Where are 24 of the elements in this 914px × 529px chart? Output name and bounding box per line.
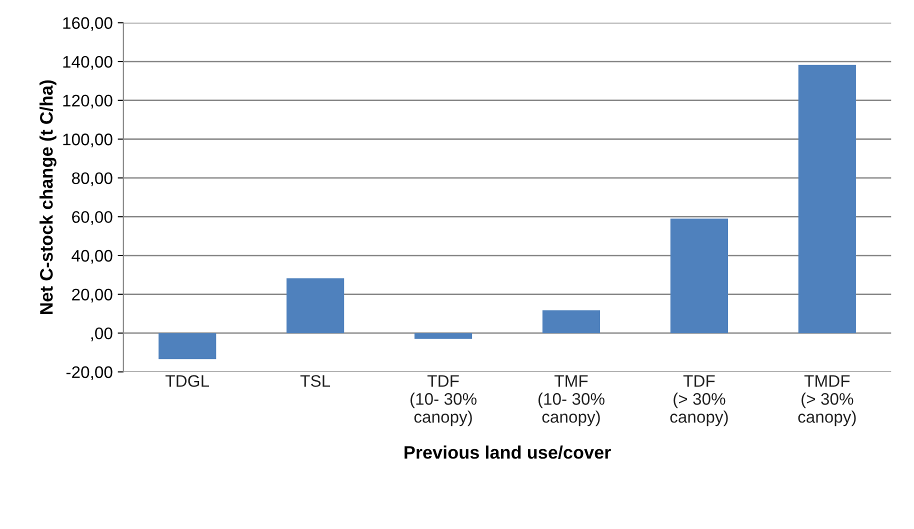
bar xyxy=(798,64,856,334)
y-tick-label: 100,00 xyxy=(63,134,112,148)
y-tick-label: 120,00 xyxy=(63,94,112,109)
bar xyxy=(542,310,600,334)
y-tick-label: 140,00 xyxy=(63,56,112,70)
x-tick-label: TDF (10- 30% canopy) xyxy=(410,375,477,426)
bar xyxy=(286,278,344,334)
x-tick-label: TDF (> 30% canopy) xyxy=(670,375,728,426)
x-tick-label: TDGL xyxy=(166,375,210,387)
y-tick-label: 160,00 xyxy=(63,17,112,31)
bar xyxy=(670,218,728,334)
y-tick-label: -20,00 xyxy=(66,366,112,380)
y-axis-title: Net C-stock change (t C/ha) xyxy=(40,80,56,314)
bar xyxy=(414,333,472,339)
y-tick-label: 80,00 xyxy=(72,172,112,186)
y-tick-label: 40,00 xyxy=(72,250,112,264)
y-tick-label: ,00 xyxy=(91,327,112,342)
x-tick-label: TMDF (> 30% canopy) xyxy=(798,375,856,426)
y-tick-label: 60,00 xyxy=(72,211,112,225)
y-tick-label: 20,00 xyxy=(72,288,112,302)
bar xyxy=(158,333,216,360)
x-axis-title: Previous land use/cover xyxy=(404,446,611,459)
x-tick-label: TMF (10- 30% canopy) xyxy=(538,375,604,426)
x-tick-label: TSL xyxy=(300,375,330,387)
